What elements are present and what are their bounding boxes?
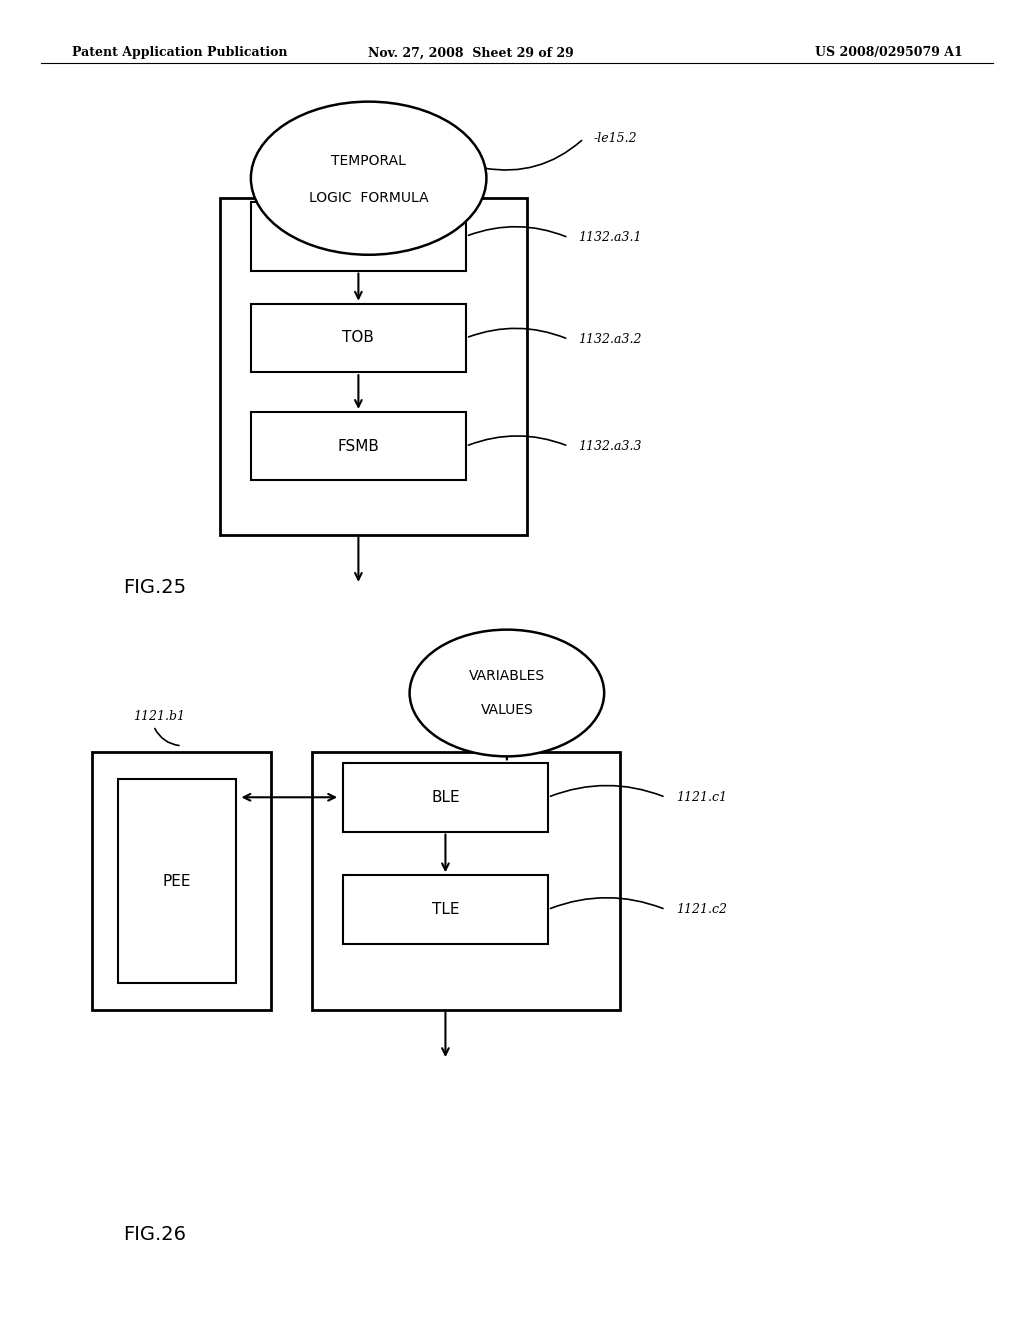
- Text: 1132.a3.3: 1132.a3.3: [579, 440, 642, 453]
- Text: VALUES: VALUES: [480, 704, 534, 717]
- Text: 1121.b1: 1121.b1: [133, 710, 185, 723]
- Bar: [92, 752, 271, 1010]
- Text: REB: REB: [343, 228, 374, 244]
- Bar: [118, 779, 236, 983]
- Bar: [312, 752, 620, 1010]
- Text: TEMPORAL: TEMPORAL: [331, 154, 407, 168]
- Ellipse shape: [251, 102, 486, 255]
- Ellipse shape: [410, 630, 604, 756]
- Bar: [251, 304, 466, 372]
- Text: BLE: BLE: [431, 789, 460, 805]
- Text: 1132.a3.1: 1132.a3.1: [579, 231, 642, 244]
- Text: Patent Application Publication: Patent Application Publication: [72, 46, 287, 59]
- Text: PEE: PEE: [163, 874, 190, 888]
- Bar: [251, 412, 466, 480]
- Bar: [343, 763, 548, 832]
- Bar: [343, 875, 548, 944]
- Text: FIG.25: FIG.25: [123, 578, 186, 597]
- Text: VARIABLES: VARIABLES: [469, 669, 545, 682]
- Text: 1121.c1: 1121.c1: [676, 791, 727, 804]
- Text: -le15.2: -le15.2: [594, 132, 638, 145]
- Bar: [251, 202, 466, 271]
- Text: US 2008/0295079 A1: US 2008/0295079 A1: [815, 46, 963, 59]
- Text: TOB: TOB: [342, 330, 375, 346]
- Text: Nov. 27, 2008  Sheet 29 of 29: Nov. 27, 2008 Sheet 29 of 29: [369, 46, 573, 59]
- Text: 1121.c2: 1121.c2: [676, 903, 727, 916]
- Text: LOGIC  FORMULA: LOGIC FORMULA: [309, 191, 428, 205]
- Text: FSMB: FSMB: [338, 438, 379, 454]
- Bar: [220, 198, 527, 535]
- Text: FIG.26: FIG.26: [123, 1225, 186, 1243]
- Text: 1132.a3.2: 1132.a3.2: [579, 333, 642, 346]
- Text: TLE: TLE: [432, 902, 459, 917]
